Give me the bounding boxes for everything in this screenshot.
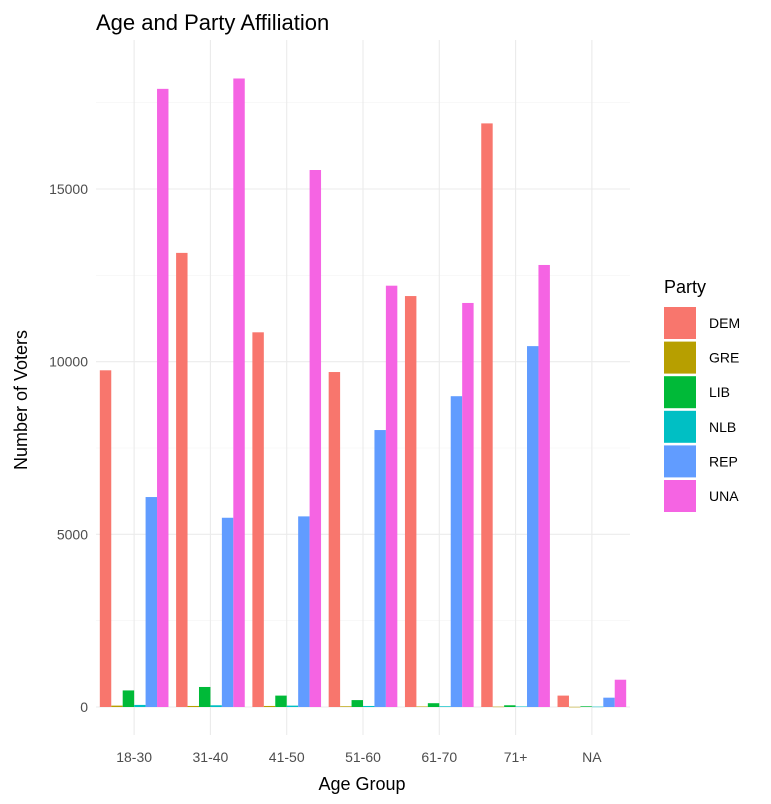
legend-label-rep: REP [709, 453, 738, 469]
y-axis-ticks: 0 5000 10000 15000 [49, 181, 88, 715]
x-tick-label: 41-50 [269, 749, 305, 765]
bar-dem-51-60 [328, 372, 341, 707]
bar-dem-61-70 [404, 296, 417, 707]
bar-gre-31-40 [187, 705, 199, 707]
bar-dem-71+ [481, 123, 493, 708]
bar-dem-31-40 [176, 252, 188, 708]
x-tick-label: NA [582, 749, 602, 765]
bar-dem-41-50 [252, 332, 264, 707]
bar-una-31-40 [233, 78, 245, 707]
bar-lib-41-50 [275, 695, 287, 707]
bar-rep-51-60 [374, 430, 386, 707]
bar-gre-71+ [492, 706, 505, 708]
x-tick-label: 71+ [504, 749, 528, 765]
bar-una-41-50 [309, 170, 322, 708]
bar-gre-18-30 [111, 705, 123, 707]
y-tick-label: 5000 [57, 526, 88, 542]
bar-una-71+ [538, 264, 550, 707]
bar-lib-na [580, 706, 592, 707]
legend-label-gre: GRE [709, 350, 739, 366]
bar-nlb-71+ [515, 706, 528, 707]
x-tick-label: 31-40 [193, 749, 229, 765]
legend-key-una [664, 480, 696, 512]
legend: Party DEM GRE LIB NLB REP UNA [664, 277, 740, 512]
bar-lib-31-40 [198, 686, 211, 707]
x-tick-label: 61-70 [421, 749, 457, 765]
bar-rep-61-70 [450, 396, 463, 707]
bar-nlb-31-40 [210, 705, 222, 707]
legend-title: Party [664, 277, 706, 297]
y-tick-label: 15000 [49, 181, 88, 197]
legend-label-una: UNA [709, 488, 739, 504]
bar-rep-18-30 [145, 497, 158, 707]
bar-dem-na [557, 695, 569, 707]
bar-gre-na [568, 706, 581, 708]
x-axis-ticks: 18-30 31-40 41-50 51-60 61-70 71+ NA [116, 749, 602, 765]
bar-rep-71+ [527, 346, 539, 707]
bar-nlb-na [591, 706, 604, 708]
bar-gre-51-60 [340, 706, 352, 707]
bar-gre-41-50 [263, 705, 276, 707]
y-axis-title: Number of Voters [11, 330, 31, 470]
bar-lib-18-30 [122, 690, 135, 707]
chart-title: Age and Party Affiliation [96, 10, 329, 35]
legend-key-gre [664, 341, 696, 374]
bar-una-na [614, 679, 627, 707]
bar-nlb-41-50 [286, 705, 299, 707]
bar-dem-18-30 [99, 370, 112, 707]
bar-nlb-51-60 [363, 705, 375, 707]
bar-una-51-60 [385, 285, 398, 707]
x-tick-label: 51-60 [345, 749, 381, 765]
legend-label-dem: DEM [709, 315, 740, 331]
legend-key-nlb [664, 410, 696, 443]
y-tick-label: 0 [80, 699, 88, 715]
bar-una-61-70 [462, 302, 474, 707]
bar-gre-61-70 [416, 706, 428, 707]
legend-key-dem [664, 307, 696, 339]
x-axis-title: Age Group [318, 774, 405, 794]
bar-rep-41-50 [298, 516, 310, 707]
y-tick-label: 10000 [49, 354, 88, 370]
bar-una-18-30 [157, 88, 169, 707]
legend-key-rep [664, 445, 696, 478]
bar-rep-31-40 [221, 517, 234, 707]
bar-lib-61-70 [427, 703, 440, 707]
bar-nlb-61-70 [439, 706, 451, 707]
bar-rep-na [603, 697, 615, 707]
legend-key-lib [664, 376, 696, 409]
bar-nlb-18-30 [134, 704, 146, 707]
bar-lib-51-60 [351, 700, 363, 707]
bars [99, 78, 627, 708]
bar-lib-71+ [504, 705, 516, 707]
x-tick-label: 18-30 [116, 749, 152, 765]
legend-label-lib: LIB [709, 384, 730, 400]
legend-label-nlb: NLB [709, 419, 736, 435]
